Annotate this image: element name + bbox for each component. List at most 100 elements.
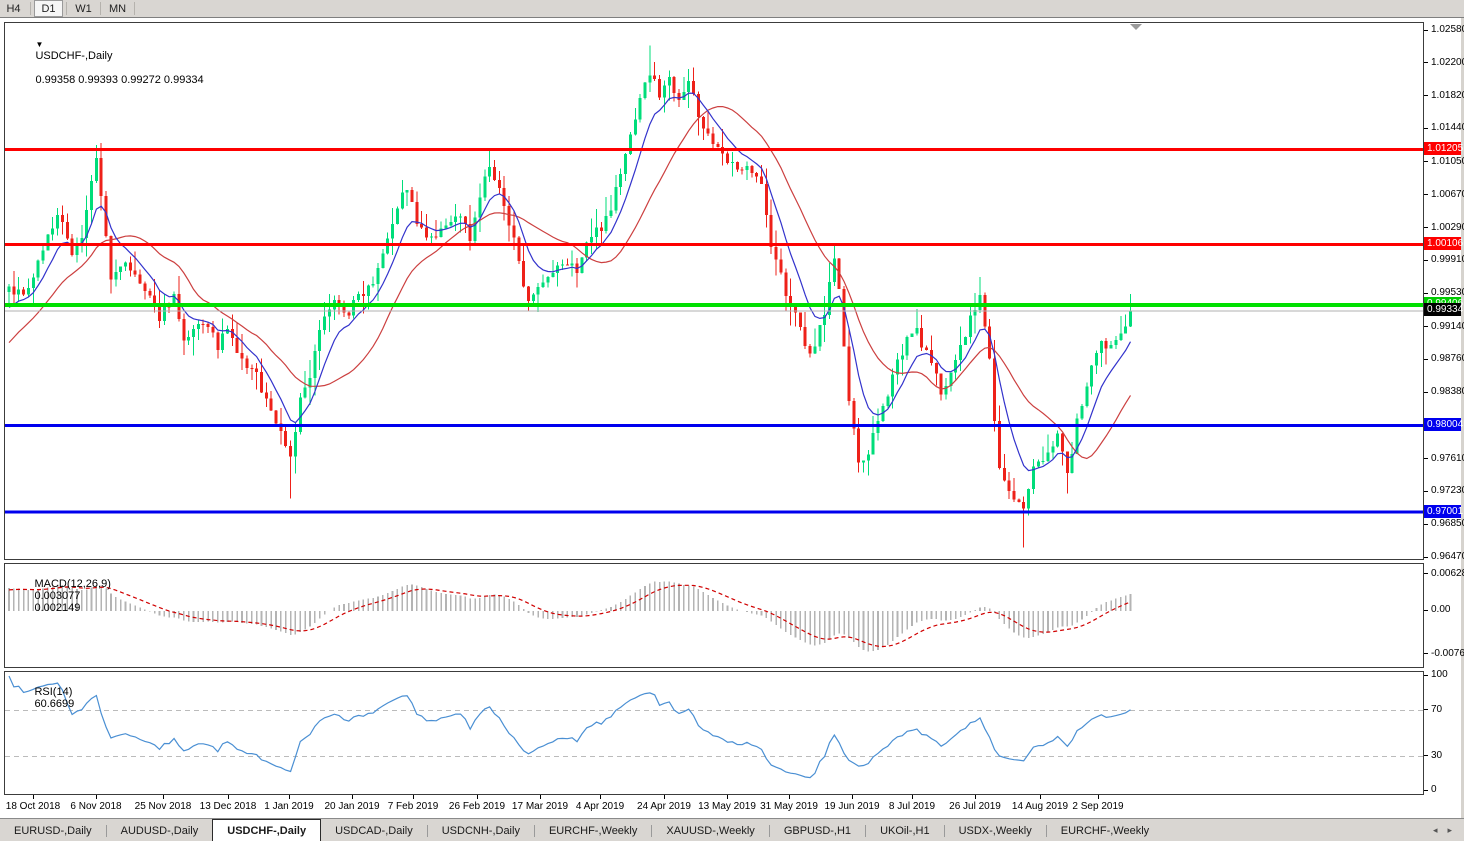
time-axis-tick <box>477 795 478 799</box>
time-axis-label: 19 Jun 2019 <box>824 801 880 812</box>
tab-scroll-left-icon[interactable]: ◂ <box>1432 825 1438 835</box>
time-axis-tick <box>96 795 97 799</box>
axis-tick-label: 1.00290 <box>1431 221 1464 233</box>
tab-separator <box>651 824 653 837</box>
time-axis-label: 20 Jan 2019 <box>324 801 380 812</box>
price-level-badge: 0.98004 <box>1424 418 1463 432</box>
tab-separator <box>1045 824 1047 837</box>
price-axis[interactable]: 1.02580 1.02200 1.01820 1.01440 1.01050 1.006… <box>1424 18 1464 818</box>
time-axis-tick <box>228 795 229 799</box>
macd-panel[interactable]: MACD(12,26,9) 0.003077 0.002149 <box>4 563 1424 668</box>
axis-tick-label: 0.97610 <box>1431 452 1464 464</box>
symbol-label: USDCHF-,Daily <box>35 50 113 62</box>
time-axis-tick <box>600 795 601 799</box>
axis-tick-label: 1.00670 <box>1431 188 1464 200</box>
chart-tabs-bar: EURUSD-,Daily AUDUSD-,Daily USDCHF-,Daily U… <box>0 818 1464 841</box>
toolbar-separator <box>30 2 31 15</box>
axis-tick <box>1424 30 1428 31</box>
timeframe-button-w1[interactable]: W1 <box>75 2 92 15</box>
rsi-panel[interactable]: RSI(14) 60.6699 <box>4 671 1424 795</box>
timeframe-button-h4[interactable]: H4 <box>6 2 21 15</box>
price-panel[interactable]: ▼ USDCHF-,Daily 0.99358 0.99393 0.99272 … <box>4 22 1424 560</box>
collapse-arrow-icon[interactable]: ▼ <box>35 40 44 49</box>
axis-tick <box>1424 95 1428 96</box>
time-axis-label: 13 Dec 2018 <box>199 801 257 812</box>
axis-tick-label: 0.97230 <box>1431 485 1464 497</box>
axis-tick <box>1424 194 1428 195</box>
toolbar-separator <box>66 2 67 15</box>
axis-tick <box>1424 227 1428 228</box>
ohlc-values: 0.99358 0.99393 0.99272 0.99334 <box>35 74 204 86</box>
time-axis-label: 26 Feb 2019 <box>448 801 506 812</box>
tab-gbpusd-h1[interactable]: GBPUSD-,H1 <box>783 824 852 837</box>
rsi-label: RSI(14) 60.6699 <box>34 686 75 710</box>
rsi-value: 60.6699 <box>34 698 75 710</box>
time-axis-tick <box>664 795 665 799</box>
time-axis-tick <box>289 795 290 799</box>
macd-chart-svg[interactable] <box>5 564 1423 667</box>
chart-title: ▼ USDCHF-,Daily 0.99358 0.99393 0.99272 … <box>11 26 204 98</box>
axis-tick-label: 70 <box>1431 703 1443 715</box>
macd-main-value: 0.003077 <box>34 590 81 602</box>
axis-tick-label: 0.99140 <box>1431 320 1464 332</box>
axis-tick <box>1424 359 1428 360</box>
time-axis-label: 18 Oct 2018 <box>5 801 61 812</box>
tab-audusd-daily[interactable]: AUDUSD-,Daily <box>120 824 199 837</box>
tab-eurusd-daily[interactable]: EURUSD-,Daily <box>14 824 92 837</box>
axis-tick <box>1424 392 1428 393</box>
tab-eurchf-weekly[interactable]: EURCHF-,Weekly <box>1060 824 1150 837</box>
axis-tick-label: 1.02580 <box>1431 24 1464 35</box>
tab-usdcad-daily[interactable]: USDCAD-,Daily <box>335 824 413 837</box>
price-level-badge: 1.01205 <box>1424 142 1463 156</box>
time-axis-label: 31 May 2019 <box>760 801 818 812</box>
chart-window: ▼ USDCHF-,Daily 0.99358 0.99393 0.99272 … <box>0 18 1464 818</box>
time-axis-label: 1 Jan 2019 <box>264 801 314 812</box>
timeframe-button-d1[interactable]: D1 <box>34 0 63 17</box>
tab-separator <box>105 824 107 837</box>
tab-usdchf-daily[interactable]: USDCHF-,Daily <box>212 819 322 841</box>
time-axis-tick <box>789 795 790 799</box>
axis-tick-label: 0.96850 <box>1431 518 1464 530</box>
axis-tick-label: 0.00 <box>1431 604 1451 615</box>
time-axis-label: 26 Jul 2019 <box>949 801 1001 812</box>
axis-tick-label: 0 <box>1431 784 1437 795</box>
time-axis-tick <box>852 795 853 799</box>
axis-tick-label: 0.96470 <box>1431 551 1464 562</box>
axis-tick <box>1424 524 1428 525</box>
axis-tick <box>1424 755 1428 756</box>
time-axis-label: 2 Sep 2019 <box>1072 801 1124 812</box>
time-axis-tick <box>413 795 414 799</box>
time-axis-tick <box>912 795 913 799</box>
axis-tick-label: 0.006286 <box>1431 567 1464 579</box>
shift-marker-icon <box>1130 24 1142 30</box>
axis-tick-label: 0.99530 <box>1431 287 1464 299</box>
tab-separator <box>426 824 428 837</box>
axis-tick <box>1424 675 1428 676</box>
tab-separator <box>533 824 535 837</box>
time-axis-label: 17 Mar 2019 <box>511 801 569 812</box>
time-axis-tick <box>163 795 164 799</box>
tab-eurchf-weekly[interactable]: EURCHF-,Weekly <box>548 824 638 837</box>
axis-tick <box>1424 260 1428 261</box>
time-axis-tick <box>727 795 728 799</box>
tab-usdx-weekly[interactable]: USDX-,Weekly <box>958 824 1032 837</box>
price-chart-svg[interactable] <box>5 23 1423 559</box>
current-price-badge: 0.99334 <box>1424 303 1463 317</box>
time-axis[interactable]: 18 Oct 2018 6 Nov 2018 25 Nov 2018 13 Dec 2… <box>0 795 1461 818</box>
rsi-chart-svg[interactable] <box>5 672 1423 794</box>
axis-tick <box>1424 326 1428 327</box>
axis-tick-label: 1.02200 <box>1431 56 1464 68</box>
tab-usdcnh-daily[interactable]: USDCNH-,Daily <box>441 824 520 837</box>
timeframe-toolbar: H4 D1 W1 MN <box>0 0 1464 18</box>
axis-tick-label: 0.99910 <box>1431 254 1464 266</box>
time-axis-label: 8 Jul 2019 <box>888 801 936 812</box>
timeframe-button-mn[interactable]: MN <box>108 2 127 15</box>
macd-label: MACD(12,26,9) 0.003077 0.002149 <box>34 578 111 614</box>
axis-tick <box>1424 709 1428 710</box>
tab-scroll-right-icon[interactable]: ▸ <box>1447 825 1452 835</box>
axis-tick <box>1424 653 1428 654</box>
axis-tick-label: 0.98760 <box>1431 353 1464 365</box>
toolbar-separator <box>134 2 135 15</box>
tab-xauusd-weekly[interactable]: XAUUSD-,Weekly <box>666 824 755 837</box>
tab-ukoil-h1[interactable]: UKOil-,H1 <box>880 824 930 837</box>
